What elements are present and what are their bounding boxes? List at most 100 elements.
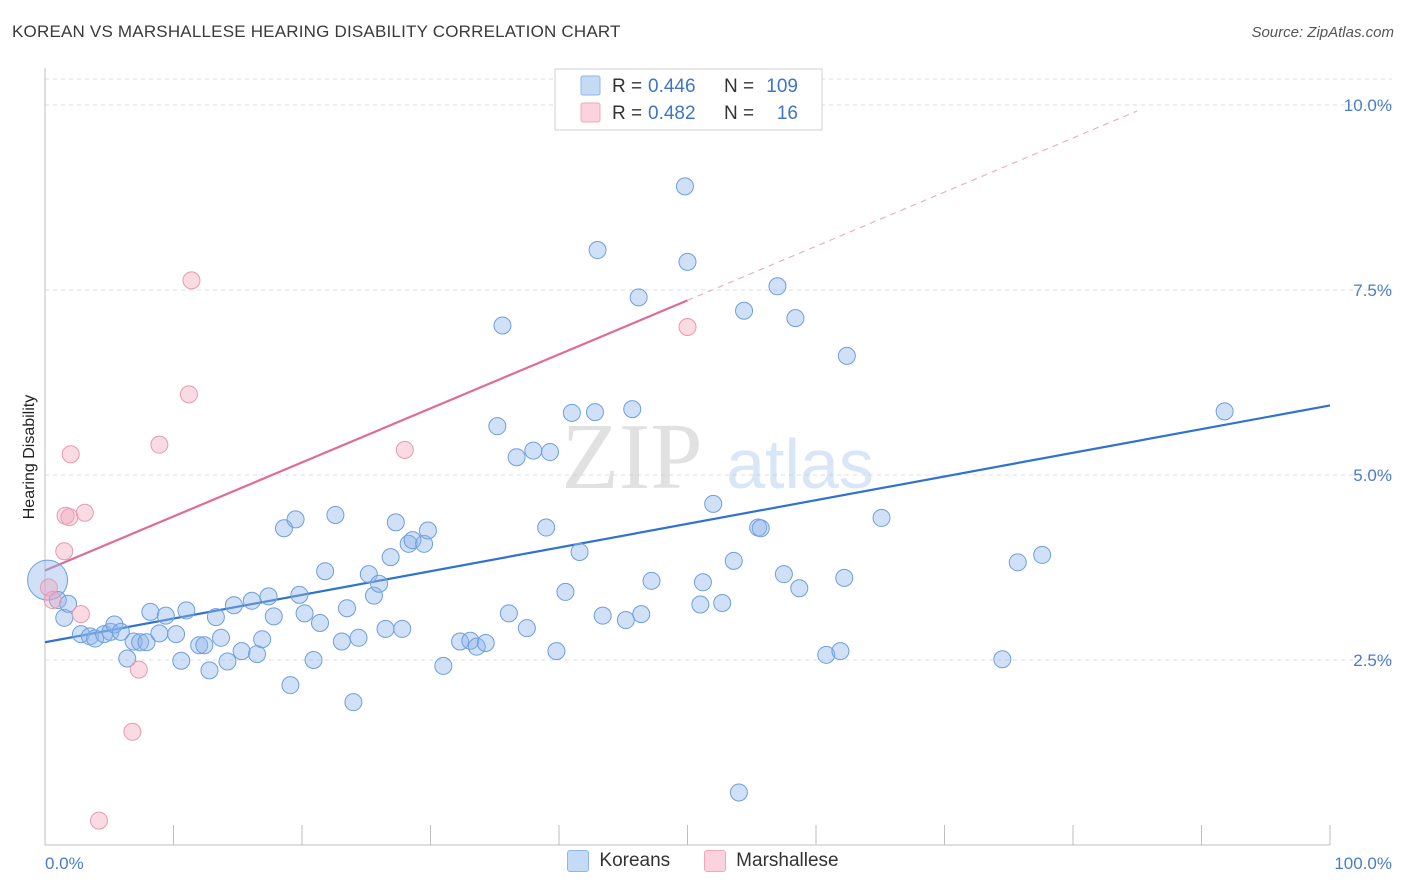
korean-point — [48, 591, 67, 610]
korean-point — [585, 403, 604, 422]
korean-point — [562, 403, 581, 422]
marshallese-trend-line — [44, 299, 688, 572]
marshallese-point — [182, 271, 201, 290]
korean-point — [177, 601, 196, 620]
korean-point — [993, 650, 1012, 669]
korean-point — [381, 548, 400, 567]
korean-point — [467, 637, 486, 656]
tick-labels: 2.5% 5.0% 7.5% 10.0% 0.0% 100.0% — [45, 96, 1392, 873]
korean-point — [588, 241, 607, 260]
marshallese-point — [71, 605, 90, 624]
korean-point — [332, 632, 351, 651]
korean-point — [537, 518, 556, 537]
legend-n-label-koreans: N = — [724, 76, 754, 97]
legend-swatch-marshallese — [580, 102, 601, 123]
legend-n-value-marshallese: 16 — [777, 103, 798, 124]
y-tick-label: 10.0% — [1344, 96, 1392, 115]
korean-point — [286, 510, 305, 529]
y-tick-label: 7.5% — [1353, 281, 1392, 300]
korean-point — [281, 676, 300, 695]
korean-point — [118, 649, 137, 668]
korean-point — [570, 542, 589, 561]
korean-point — [190, 636, 209, 655]
marshallese-point — [89, 811, 108, 830]
korean-point — [493, 316, 512, 335]
trend-lines — [44, 110, 1331, 644]
korean-point — [349, 628, 368, 647]
korean-point — [86, 629, 105, 648]
korean-point — [370, 574, 389, 593]
korean-point — [547, 642, 566, 661]
korean-point — [524, 441, 543, 460]
korean-point — [831, 642, 850, 661]
y-axis-title: Hearing Disability — [21, 395, 38, 520]
korean-point — [675, 177, 694, 196]
marshallese-point — [61, 445, 80, 464]
source-label: Source: ZipAtlas.com — [1251, 24, 1394, 41]
korean-point — [111, 622, 130, 641]
marshallese-point — [678, 318, 697, 336]
marshallese-point — [60, 508, 79, 527]
korean-point — [141, 602, 160, 621]
y-tick-label: 5.0% — [1353, 466, 1392, 485]
korean-point — [623, 400, 642, 419]
korean-point — [304, 651, 323, 669]
watermark-atlas: atlas — [726, 425, 874, 503]
korean-point — [344, 693, 363, 712]
korean-point — [337, 599, 356, 618]
legend-r-label-koreans: R = — [612, 76, 642, 97]
korean-point — [259, 587, 278, 606]
korean-point — [835, 568, 854, 587]
korean-point — [434, 656, 453, 675]
korean-point — [751, 519, 770, 538]
korean-point — [393, 619, 412, 638]
marshallese-point — [395, 440, 414, 459]
korean-point — [556, 582, 575, 601]
korean-point — [206, 608, 225, 627]
korean-point — [310, 614, 329, 632]
korean-point — [713, 594, 732, 613]
korean-point — [593, 606, 612, 625]
korean-point — [1033, 545, 1052, 564]
marshallese-trend-extension — [687, 110, 1138, 301]
korean-point — [316, 562, 335, 581]
korean-trend-line — [44, 404, 1331, 644]
korean-point — [290, 585, 309, 604]
marshallese-point — [129, 660, 148, 679]
korean-point — [364, 586, 383, 605]
korean-point — [642, 571, 661, 590]
legend-swatch-koreans — [580, 75, 601, 96]
korean-point — [499, 604, 518, 623]
axes — [44, 68, 1331, 846]
korean-point — [137, 633, 156, 652]
data-points — [27, 177, 1234, 830]
bottom-legend-item-koreans: Koreans — [567, 850, 670, 872]
korean-point — [253, 630, 272, 649]
bottom-legend: Koreans Marshallese — [0, 850, 1406, 872]
chart-title: KOREAN VS MARSHALLESE HEARING DISABILITY… — [12, 22, 621, 41]
bottom-legend-item-marshallese: Marshallese — [704, 850, 839, 872]
y-tick-label: 2.5% — [1353, 651, 1392, 670]
grid-lines — [45, 78, 1392, 661]
marshallese-point — [123, 722, 142, 741]
korean-point — [541, 443, 560, 462]
korean-point — [418, 521, 437, 540]
korean-point — [295, 604, 314, 623]
korean-point — [616, 611, 635, 630]
korean-point — [507, 448, 526, 467]
legend-box: R = 0.446 N = 109 R = 0.482 N = 16 — [554, 68, 823, 131]
korean-point — [27, 559, 69, 601]
korean-point — [768, 277, 787, 296]
korean-point — [476, 633, 495, 652]
korean-point — [124, 632, 143, 651]
korean-point — [678, 252, 697, 271]
korean-point — [693, 573, 712, 592]
korean-point — [212, 628, 231, 647]
korean-point — [156, 606, 175, 625]
korean-point — [150, 624, 169, 643]
korean-point — [131, 633, 150, 652]
watermark-zip: ZIP — [562, 405, 703, 509]
korean-point — [326, 505, 345, 524]
korean-point — [735, 301, 754, 320]
